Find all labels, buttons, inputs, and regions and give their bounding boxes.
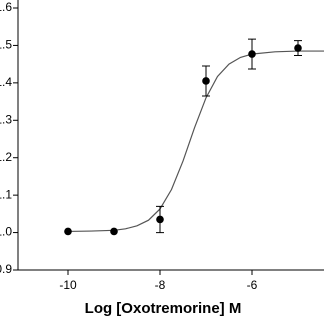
y-tick-label: 1.4 xyxy=(0,75,12,89)
data-point xyxy=(64,227,72,236)
y-tick-label: 0.9 xyxy=(0,262,12,276)
y-tick-label: 1.3 xyxy=(0,112,12,126)
y-tick-label: 1.6 xyxy=(0,0,12,14)
data-point xyxy=(110,227,118,236)
x-tick-label: -6 xyxy=(247,278,258,292)
y-tick-label: 1.0 xyxy=(0,225,12,239)
y-tick-label: 1.2 xyxy=(0,150,12,164)
data-point xyxy=(156,215,164,224)
y-tick-label: 1.5 xyxy=(0,38,12,52)
data-point xyxy=(294,44,302,52)
data-point xyxy=(202,77,210,85)
x-tick-label: -10 xyxy=(59,278,77,292)
y-tick-label: 1.1 xyxy=(0,187,12,201)
data-point xyxy=(248,50,256,58)
x-tick-label: -8 xyxy=(155,278,166,292)
x-axis-title: Log [Oxotremorine] M xyxy=(85,300,242,317)
fit-curve xyxy=(67,50,324,233)
